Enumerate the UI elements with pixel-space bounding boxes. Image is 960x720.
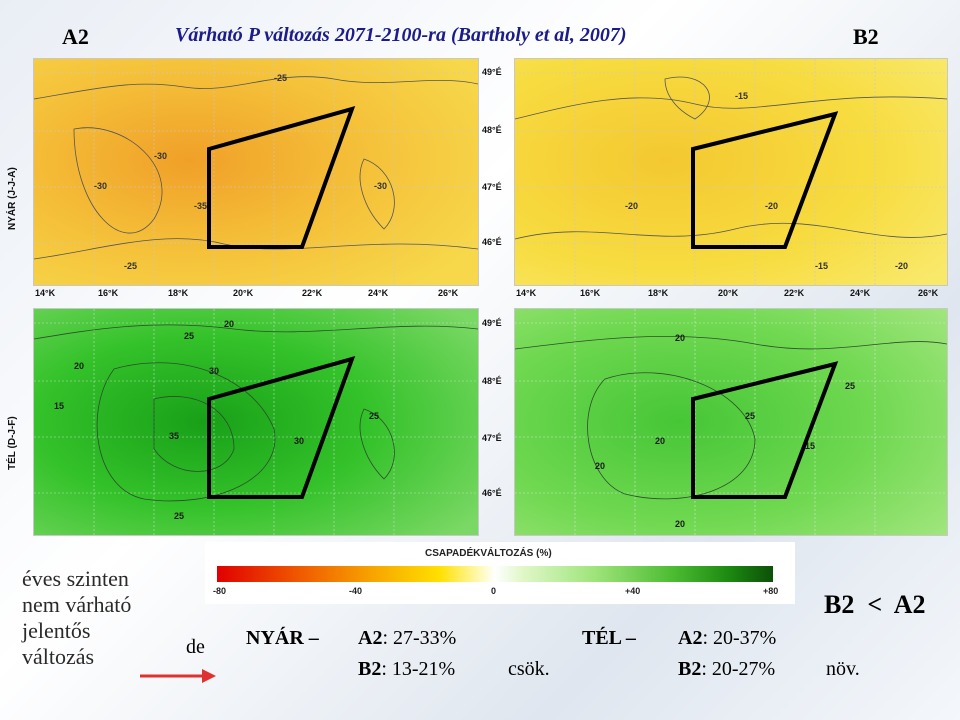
lon-label: 14°K bbox=[35, 288, 56, 298]
contour-label: 20 bbox=[595, 461, 605, 471]
legend-tick: -40 bbox=[349, 586, 363, 596]
decrease-label: csök. bbox=[508, 658, 550, 680]
annual-note-line1: éves szinten bbox=[22, 566, 129, 591]
contour-label: 20 bbox=[655, 436, 665, 446]
lat-label-49: 49°É bbox=[482, 318, 502, 328]
contour-label: -25 bbox=[124, 261, 137, 271]
contour-label: -20 bbox=[895, 261, 908, 271]
lon-label: 24°K bbox=[850, 288, 871, 298]
contour-label: 25 bbox=[745, 411, 755, 421]
lat-label-46: 46°É bbox=[482, 237, 502, 247]
contour-label: -15 bbox=[815, 261, 828, 271]
contour-label: -20 bbox=[625, 201, 638, 211]
summer-a2-value: : 27-33% bbox=[382, 627, 457, 649]
lon-label: 16°K bbox=[98, 288, 119, 298]
contour-label: 25 bbox=[174, 511, 184, 521]
contour-label: 25 bbox=[845, 381, 855, 391]
contour-label: -15 bbox=[735, 91, 748, 101]
de-label: de bbox=[186, 636, 205, 658]
summer-b2-value: : 13-21% bbox=[381, 658, 456, 680]
lat-label-46: 46°É bbox=[482, 488, 502, 498]
lon-label: 18°K bbox=[648, 288, 669, 298]
summer-b2-row: B2: 13-21% bbox=[358, 658, 455, 681]
winter-row-label: TÉL (D-J-F) bbox=[7, 416, 18, 470]
contour-label: 25 bbox=[184, 331, 194, 341]
winter-b2-value: : 20-27% bbox=[701, 658, 776, 680]
b2-tag: B2 bbox=[678, 658, 702, 680]
summer-a2-row: A2: 27-33% bbox=[358, 627, 456, 650]
summer-label: NYÁR – bbox=[246, 627, 319, 649]
contour-label: 20 bbox=[224, 319, 234, 329]
winter-a2-row: A2: 20-37% bbox=[678, 627, 776, 650]
legend-title: CSAPADÉKVÁLTOZÁS (%) bbox=[425, 548, 552, 559]
increase-label: növ. bbox=[826, 658, 860, 680]
contour-label: -25 bbox=[274, 73, 287, 83]
contour-label: -35 bbox=[194, 201, 207, 211]
lon-label: 20°K bbox=[233, 288, 254, 298]
winter-a2-value: : 20-37% bbox=[702, 627, 777, 649]
contour-label: 30 bbox=[294, 436, 304, 446]
lon-label: 26°K bbox=[918, 288, 939, 298]
page-title: Várható P változás 2071-2100-ra (Barthol… bbox=[175, 24, 627, 46]
a2-tag: A2 bbox=[678, 627, 703, 649]
lon-label: 24°K bbox=[368, 288, 389, 298]
scenario-b2-label: B2 bbox=[853, 24, 879, 49]
map-winter-b2: 20 25 15 20 25 20 20 bbox=[514, 308, 948, 536]
map-winter-a2: 20 25 30 35 25 30 25 20 15 bbox=[33, 308, 479, 536]
annual-note-line3: jelentős bbox=[22, 618, 91, 643]
contour-label: 30 bbox=[209, 366, 219, 376]
b2-tag: B2 bbox=[358, 658, 382, 680]
color-legend: CSAPADÉKVÁLTOZÁS (%) -80 -40 0 +40 +80 bbox=[205, 542, 795, 604]
lat-label-47: 47°É bbox=[482, 433, 502, 443]
contour-label: 15 bbox=[805, 441, 815, 451]
lon-label: 22°K bbox=[784, 288, 805, 298]
annual-note-line2: nem várható bbox=[22, 592, 132, 617]
lon-label: 20°K bbox=[718, 288, 739, 298]
map-summer-a2: -25 -30 -35 -30 -30 -25 bbox=[33, 58, 479, 286]
winter-label: TÉL – bbox=[582, 627, 636, 649]
lat-label-49: 49°É bbox=[482, 67, 502, 77]
arrow-right-icon bbox=[140, 669, 216, 683]
lon-label: 22°K bbox=[302, 288, 323, 298]
map-summer-b2: -15 -20 -20 -15 -20 bbox=[514, 58, 948, 286]
contour-label: 20 bbox=[675, 519, 685, 529]
contour-label: -30 bbox=[94, 181, 107, 191]
legend-tick: -80 bbox=[213, 586, 227, 596]
winter-b2-row: B2: 20-27% bbox=[678, 658, 775, 681]
contour-label: 20 bbox=[74, 361, 84, 371]
lat-label-47: 47°É bbox=[482, 182, 502, 192]
contour-label: -30 bbox=[154, 151, 167, 161]
annual-note-line4: változás bbox=[22, 644, 95, 669]
contour-label: -20 bbox=[765, 201, 778, 211]
scenario-a2-label: A2 bbox=[62, 24, 89, 49]
legend-tick: +40 bbox=[625, 586, 641, 596]
summer-row-label: NYÁR (J-J-A) bbox=[7, 167, 18, 230]
annual-note: éves szinten nem várható jelentős változ… bbox=[22, 566, 131, 670]
legend-gradient-bar bbox=[217, 566, 773, 582]
lat-label-48: 48°É bbox=[482, 125, 502, 135]
contour-label: 35 bbox=[169, 431, 179, 441]
a2-tag: A2 bbox=[358, 627, 383, 649]
contour-label: 25 bbox=[369, 411, 379, 421]
contour-label: 20 bbox=[675, 333, 685, 343]
legend-tick: +80 bbox=[763, 586, 779, 596]
lat-label-48: 48°É bbox=[482, 376, 502, 386]
lon-label: 14°K bbox=[516, 288, 537, 298]
contour-label: -30 bbox=[374, 181, 387, 191]
lon-label: 18°K bbox=[168, 288, 189, 298]
legend-tick: 0 bbox=[491, 586, 497, 596]
contour-label: 15 bbox=[54, 401, 64, 411]
lon-label: 26°K bbox=[438, 288, 459, 298]
comparison-label: B2 < A2 bbox=[824, 590, 926, 619]
lon-label: 16°K bbox=[580, 288, 601, 298]
